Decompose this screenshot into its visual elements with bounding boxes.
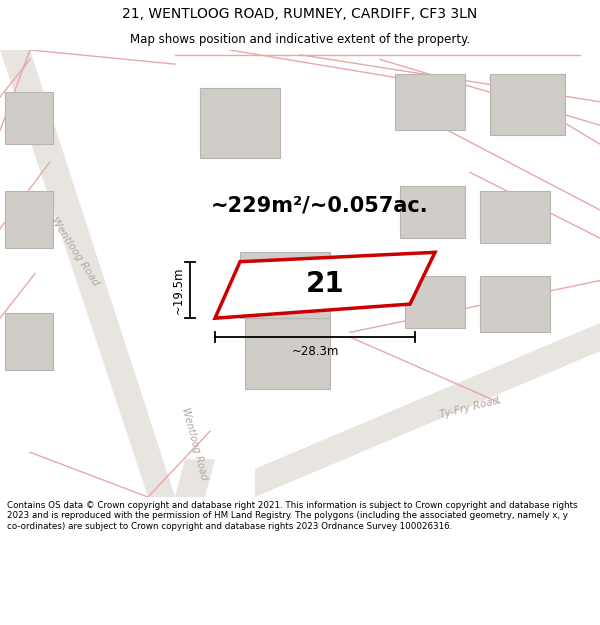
Bar (490, 74, 565, 135)
Polygon shape (175, 459, 215, 497)
Bar (240, 253, 330, 318)
Bar (200, 88, 280, 158)
Text: ~229m²/~0.057ac.: ~229m²/~0.057ac. (211, 195, 429, 215)
Bar (405, 276, 465, 328)
Bar (5, 314, 53, 370)
Text: 21, WENTLOOG ROAD, RUMNEY, CARDIFF, CF3 3LN: 21, WENTLOOG ROAD, RUMNEY, CARDIFF, CF3 … (122, 7, 478, 21)
Text: Ty-Fry Road: Ty-Fry Road (439, 396, 501, 420)
Polygon shape (0, 50, 175, 497)
Text: Map shows position and indicative extent of the property.: Map shows position and indicative extent… (130, 32, 470, 46)
Polygon shape (255, 323, 600, 497)
Text: 21: 21 (305, 270, 344, 298)
Polygon shape (215, 253, 435, 318)
Text: Contains OS data © Crown copyright and database right 2021. This information is : Contains OS data © Crown copyright and d… (7, 501, 578, 531)
Text: Wentloog Road: Wentloog Road (181, 406, 209, 481)
Text: ~28.3m: ~28.3m (292, 344, 338, 357)
Bar (395, 74, 465, 130)
Bar (5, 92, 53, 144)
Bar (400, 186, 465, 238)
Text: Wentloog Road: Wentloog Road (49, 215, 101, 288)
Bar (480, 276, 550, 332)
Bar (5, 191, 53, 248)
Bar (245, 318, 330, 389)
Text: ~19.5m: ~19.5m (172, 266, 185, 314)
Bar (480, 191, 550, 243)
